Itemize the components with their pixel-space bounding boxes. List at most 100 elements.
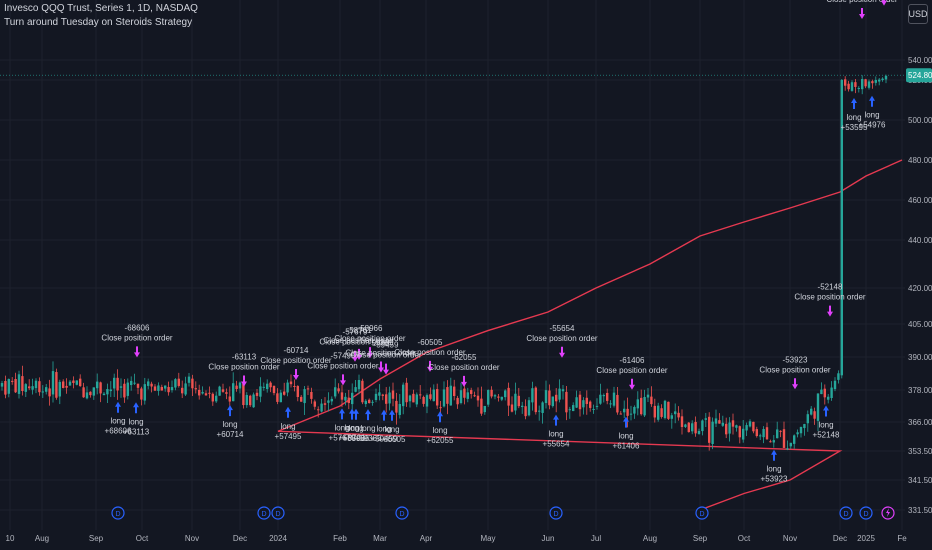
long-entry-marker: long+59365 — [355, 409, 382, 443]
candle-body — [419, 394, 422, 396]
event-circle — [549, 506, 563, 520]
strategy-title[interactable]: Turn around Tuesday on Steroids Strategy — [4, 17, 193, 28]
entry-value: +54976 — [859, 121, 886, 130]
currency-button[interactable]: USD — [908, 4, 928, 24]
entry-value: +58966 — [343, 434, 370, 443]
candle-body — [96, 381, 99, 389]
candle-body — [650, 396, 653, 405]
time-axis[interactable]: 10 Aug Sep Oct Nov Dec 2024 Feb Mar Apr May Jun Jul A… — [6, 534, 908, 543]
candle-body — [857, 87, 860, 89]
candle-body — [58, 381, 61, 397]
entry-label: long — [348, 424, 363, 433]
candle-body — [691, 423, 694, 432]
candle-body — [606, 392, 609, 401]
candle-body — [558, 388, 561, 400]
candle-body — [476, 395, 480, 401]
candle-body — [238, 382, 242, 389]
event-letter: D — [553, 511, 558, 518]
long-entry-marker: long+58761 — [339, 408, 366, 443]
x-tick-label: Fe — [897, 534, 907, 543]
candle-body — [572, 405, 575, 412]
candle-body — [493, 395, 497, 397]
candle-body — [351, 392, 354, 405]
moving-average-polyline — [277, 159, 903, 511]
exit-label: Close position order — [350, 351, 421, 360]
candle-body — [595, 405, 599, 407]
candle-body — [796, 432, 799, 435]
candle-body — [874, 80, 877, 83]
candle-body — [497, 396, 500, 398]
candle-body — [45, 387, 48, 392]
entry-label: long — [548, 430, 563, 439]
candle-body — [150, 383, 153, 387]
up-arrow-icon — [553, 414, 559, 426]
candle-body — [487, 390, 490, 405]
candle-body — [412, 393, 415, 403]
exit-label: Close position order — [260, 356, 331, 365]
candle-body — [48, 388, 51, 397]
candle-body — [721, 422, 724, 426]
candle-body — [531, 388, 534, 403]
candle-body — [313, 401, 316, 407]
candle-body — [541, 402, 544, 413]
x-tick-label: Nov — [185, 534, 199, 543]
candle-body — [167, 386, 170, 393]
candle-body — [55, 372, 58, 398]
candle-body — [521, 405, 524, 408]
candle-body — [208, 392, 211, 394]
exit-label: Close position order — [794, 293, 865, 302]
exit-label: Close position order — [208, 362, 279, 371]
event-circle — [111, 506, 125, 520]
candle-body — [82, 387, 85, 398]
candle-body — [667, 401, 670, 419]
candle-body — [289, 381, 293, 385]
dividend-event-marker: D — [859, 506, 873, 520]
candle-body — [310, 391, 313, 399]
entry-label: long — [128, 417, 143, 426]
exit-value: -61406 — [620, 356, 645, 365]
candle-body — [160, 386, 163, 391]
candle-body — [374, 393, 378, 401]
entry-value: +60505 — [379, 435, 406, 444]
candle-body — [748, 421, 752, 427]
candle-body — [718, 420, 721, 424]
event-circle — [839, 506, 853, 520]
price-axis[interactable]: 540.00520.00500.00480.00460.00440.00420.… — [908, 56, 932, 515]
up-arrow-icon — [285, 406, 291, 418]
entry-label: long — [864, 111, 879, 120]
x-tick-label: May — [480, 534, 495, 543]
symbol-title[interactable]: Invesco QQQ Trust, Series 1, 1D, NASDAQ — [4, 3, 198, 14]
event-letter: D — [275, 511, 280, 518]
candle-body — [534, 387, 537, 413]
candle-body — [354, 387, 357, 392]
candle-body — [85, 392, 89, 399]
y-tick-label: 500.00 — [908, 116, 932, 125]
candle-body — [249, 395, 252, 406]
candle-body — [782, 429, 786, 448]
candle-body — [361, 380, 364, 403]
candle-body — [11, 380, 14, 382]
candle-body — [544, 390, 548, 404]
entry-value: +55654 — [543, 440, 570, 449]
candle-body — [663, 400, 667, 419]
up-arrow-icon — [823, 405, 829, 417]
long-entry-marker: long+54976 — [859, 95, 886, 130]
down-arrow-icon — [383, 363, 389, 375]
up-arrow-icon — [115, 401, 121, 413]
candle-body — [286, 382, 289, 393]
candle-body — [844, 79, 847, 86]
y-tick-label: 366.00 — [908, 418, 932, 427]
up-arrow-icon — [623, 416, 629, 428]
candle-body — [102, 393, 106, 396]
candle-body — [439, 407, 442, 409]
candle-body — [636, 399, 639, 409]
exit-value: -59459 — [374, 341, 399, 350]
candle-body — [147, 381, 150, 386]
candle-body — [483, 406, 486, 413]
candle-body — [119, 386, 123, 388]
down-arrow-icon — [629, 378, 635, 390]
